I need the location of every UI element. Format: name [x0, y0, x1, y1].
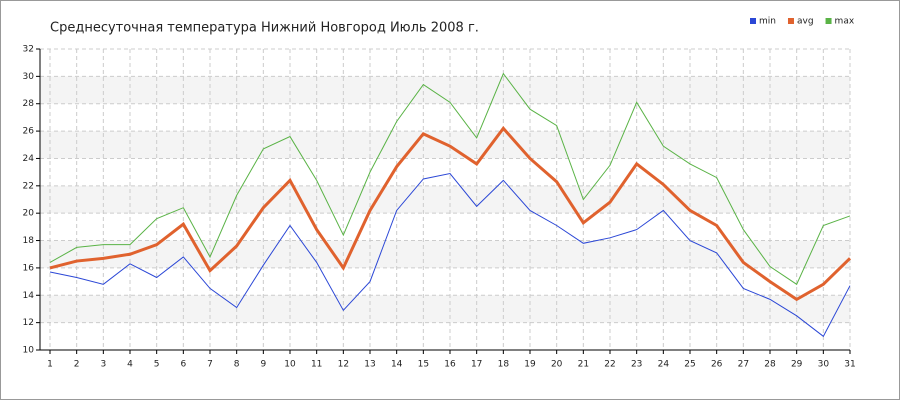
x-tick-label: 11: [311, 360, 322, 370]
x-tick-label: 27: [738, 360, 749, 370]
x-tick-label: 13: [364, 360, 375, 370]
x-tick-label: 25: [684, 360, 695, 370]
y-tick-label: 18: [23, 236, 35, 246]
x-tick-label: 6: [180, 360, 186, 370]
x-tick-label: 21: [578, 360, 589, 370]
x-tick-label: 4: [127, 360, 133, 370]
x-tick-label: 31: [844, 360, 855, 370]
y-tick-label: 22: [23, 181, 34, 191]
x-tick-label: 16: [444, 360, 456, 370]
x-tick-label: 3: [100, 360, 106, 370]
x-tick-label: 24: [658, 360, 670, 370]
y-tick-label: 30: [23, 72, 35, 82]
x-tick-label: 1: [47, 360, 53, 370]
x-tick-label: 20: [551, 360, 563, 370]
y-tick-label: 28: [23, 99, 35, 109]
legend-label: min: [759, 17, 776, 27]
y-tick-label: 20: [23, 209, 35, 219]
x-tick-label: 12: [338, 360, 349, 370]
y-tick-label: 12: [23, 318, 34, 328]
legend-swatch: [787, 18, 794, 24]
y-tick-label: 14: [23, 291, 35, 301]
x-tick-label: 22: [604, 360, 615, 370]
x-tick-label: 8: [234, 360, 240, 370]
series-line: [49, 72, 851, 286]
y-tick-label: 26: [23, 127, 35, 137]
grid-band: [40, 240, 850, 268]
legend-swatch: [750, 18, 756, 24]
series-line: [49, 172, 851, 338]
chart-title: Среднесуточная температура Нижний Новгор…: [50, 21, 479, 36]
grid-band: [40, 185, 850, 214]
legend-swatch: [825, 18, 832, 24]
x-tick-label: 9: [260, 360, 266, 370]
x-tick-label: 2: [74, 360, 80, 370]
y-tick-label: 24: [23, 154, 35, 164]
y-tick-label: 10: [23, 346, 35, 356]
x-tick-label: 19: [524, 360, 536, 370]
legend-label: max: [835, 17, 855, 27]
x-tick-label: 17: [471, 360, 482, 370]
x-tick-label: 5: [154, 360, 160, 370]
y-tick-label: 32: [23, 45, 34, 55]
x-tick-label: 7: [207, 360, 213, 370]
x-tick-label: 23: [631, 360, 642, 370]
x-tick-label: 28: [764, 360, 776, 370]
x-tick-label: 26: [711, 360, 723, 370]
x-tick-label: 15: [418, 360, 429, 370]
x-tick-label: 10: [284, 360, 296, 370]
series-line: [49, 125, 852, 302]
x-tick-label: 30: [818, 360, 830, 370]
y-tick-label: 16: [23, 263, 35, 273]
grid-band: [40, 295, 850, 323]
x-tick-label: 14: [391, 360, 403, 370]
x-tick-label: 29: [791, 360, 803, 370]
legend-label: avg: [797, 17, 814, 27]
x-tick-label: 18: [498, 360, 510, 370]
